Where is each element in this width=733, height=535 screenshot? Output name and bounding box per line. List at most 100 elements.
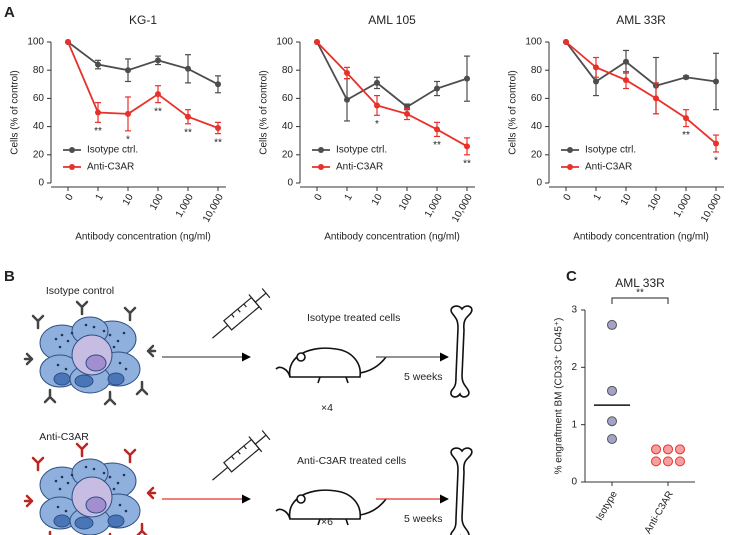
row-label: Anti-C3AR — [39, 431, 89, 443]
data-point — [653, 95, 659, 102]
data-point — [464, 143, 470, 150]
data-point — [713, 78, 719, 85]
legend-marker — [69, 164, 75, 170]
duration-label: 5 weeks — [404, 513, 443, 525]
data-point — [125, 67, 131, 74]
duration-label: 5 weeks — [404, 371, 443, 383]
row-label: Isotype control — [46, 285, 114, 297]
y-axis-label: Cells (% of control) — [10, 70, 21, 154]
legend-label: Anti-C3AR — [585, 162, 632, 173]
x-tick-label: 100 — [397, 192, 415, 212]
data-point — [607, 416, 617, 427]
y-tick-label: 100 — [525, 37, 542, 48]
y-tick-label: 20 — [531, 149, 543, 160]
treatment-label: Anti-C3AR treated cells — [297, 455, 406, 467]
data-point — [607, 319, 617, 330]
x-tick-label: 1,000 — [174, 192, 196, 220]
x-tick-label: 1 — [94, 192, 107, 203]
x-tick-label: 10 — [121, 192, 136, 208]
panel-label: C — [566, 268, 577, 285]
y-tick-label: 1 — [571, 419, 577, 430]
count-label: ×6 — [321, 516, 333, 528]
y-tick-label: 40 — [33, 121, 45, 132]
data-point — [607, 434, 617, 444]
y-tick-label: 80 — [282, 65, 294, 76]
data-point — [185, 113, 191, 120]
data-point — [215, 125, 221, 132]
data-point — [155, 57, 161, 64]
data-point — [651, 444, 661, 455]
y-tick-label: 100 — [276, 37, 293, 48]
data-point — [593, 78, 599, 85]
data-point — [125, 110, 131, 117]
series-line — [67, 41, 219, 86]
data-point — [683, 115, 689, 122]
legend-marker — [318, 147, 324, 153]
series: ***** — [314, 39, 471, 169]
x-tick-label: 1 — [343, 192, 356, 203]
y-tick-label: 0 — [571, 477, 577, 488]
panel-label: B — [4, 268, 15, 285]
legend-marker — [318, 164, 324, 170]
x-tick-label: 1 — [592, 192, 605, 203]
legend-marker — [567, 147, 573, 153]
y-tick-label: 2 — [571, 362, 577, 373]
x-tick-label: 10,000 — [201, 192, 226, 224]
series: *** — [563, 39, 719, 167]
significance-label: * — [126, 134, 130, 145]
significance-label: ** — [184, 127, 192, 138]
chart-title: KG-1 — [129, 13, 157, 27]
x-tick-label: 10,000 — [450, 192, 475, 224]
significance-label: ** — [463, 158, 471, 169]
data-point — [155, 91, 161, 98]
data-point — [651, 456, 661, 467]
y-tick-label: 20 — [33, 149, 45, 160]
y-tick-label: 100 — [27, 37, 44, 48]
y-axis-label: Cells (% of control) — [508, 70, 519, 154]
y-tick-label: 60 — [33, 93, 45, 104]
data-point — [344, 70, 350, 77]
data-point — [663, 444, 673, 455]
legend-label: Anti-C3AR — [87, 162, 134, 173]
chart-title: AML 33R — [615, 276, 665, 290]
y-tick-label: 80 — [33, 65, 45, 76]
y-tick-label: 3 — [571, 305, 577, 316]
legend-label: Anti-C3AR — [336, 162, 383, 173]
y-tick-label: 0 — [536, 178, 542, 189]
x-tick-label: 10 — [370, 192, 385, 208]
y-tick-label: 60 — [282, 93, 294, 104]
series-line — [565, 41, 717, 87]
significance-label: ** — [214, 137, 222, 148]
significance-label: * — [375, 119, 379, 130]
x-tick-label: 0 — [313, 192, 326, 203]
data-point — [95, 109, 101, 116]
x-tick-label: 1,000 — [423, 192, 445, 220]
series-line — [316, 41, 468, 148]
data-point — [374, 79, 380, 86]
y-tick-label: 40 — [531, 121, 543, 132]
data-point — [713, 140, 719, 147]
significance-bracket — [611, 297, 669, 304]
significance-label: * — [714, 156, 718, 167]
data-point — [563, 39, 569, 45]
chart-title: AML 105 — [368, 13, 416, 27]
series-line — [316, 41, 468, 108]
data-point — [593, 64, 599, 71]
x-axis-label: Antibody concentration (ng/ml) — [324, 232, 460, 243]
x-tick-label: 100 — [148, 192, 166, 212]
legend-marker — [567, 164, 573, 170]
x-tick-label: 10 — [619, 192, 634, 208]
data-point — [95, 61, 101, 68]
legend-label: Isotype ctrl. — [87, 145, 138, 156]
data-point — [314, 39, 320, 45]
data-point — [675, 444, 685, 455]
x-tick-label: 1,000 — [672, 192, 694, 220]
y-axis-label: % engraftment BM (CD33⁺ CD45⁺) — [554, 318, 565, 475]
y-tick-label: 20 — [282, 149, 294, 160]
x-tick-label: 100 — [646, 192, 664, 212]
data-point — [65, 39, 71, 45]
x-tick-label: 10,000 — [699, 192, 724, 224]
legend-label: Isotype ctrl. — [336, 145, 387, 156]
significance-label: ** — [154, 106, 162, 117]
